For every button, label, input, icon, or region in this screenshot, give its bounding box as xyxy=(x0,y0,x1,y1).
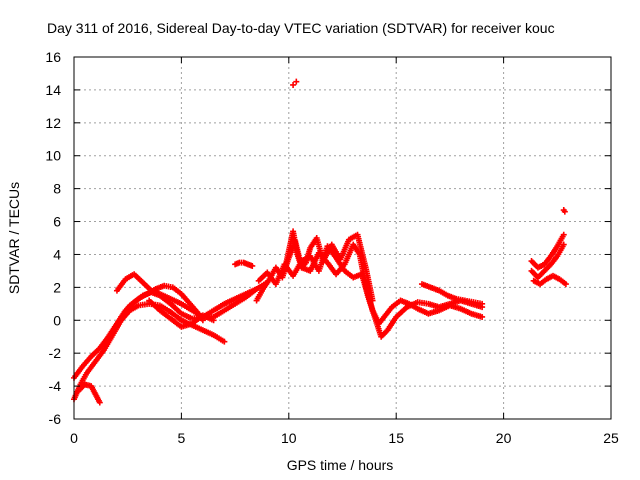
data-points xyxy=(71,78,569,406)
outlier-point xyxy=(293,78,300,85)
y-tick-label: 16 xyxy=(45,49,61,65)
y-tick-label: -4 xyxy=(49,378,62,394)
y-tick-label: 8 xyxy=(53,181,61,197)
chart-title: Day 311 of 2016, Sidereal Day-to-day VTE… xyxy=(47,20,555,36)
x-tick-label: 0 xyxy=(70,430,78,446)
x-axis-label: GPS time / hours xyxy=(287,457,394,473)
data-point xyxy=(479,313,486,320)
y-tick-label: 0 xyxy=(53,312,61,328)
y-tick-label: -6 xyxy=(49,411,62,427)
plot-border xyxy=(73,56,612,420)
outlier-point xyxy=(290,81,297,88)
data-point xyxy=(210,317,217,324)
x-tick-label: 15 xyxy=(388,430,404,446)
tick-marks xyxy=(73,56,612,420)
y-tick-label: 6 xyxy=(53,214,61,230)
grid-lines xyxy=(74,57,611,419)
data-point xyxy=(221,338,228,345)
data-point xyxy=(560,231,567,238)
data-point xyxy=(479,300,486,307)
x-tick-label: 20 xyxy=(496,430,512,446)
tick-labels: 0 5 10 15 20 25 -6 -4 -2 0 2 4 6 8 10 12 14 16 xyxy=(45,49,619,446)
outlier-point xyxy=(561,208,568,215)
y-tick-label: 10 xyxy=(45,148,61,164)
data-point xyxy=(369,297,376,304)
data-point xyxy=(562,281,569,288)
y-tick-label: 4 xyxy=(53,246,61,262)
y-tick-label: 2 xyxy=(53,279,61,295)
x-tick-label: 5 xyxy=(178,430,186,446)
y-axis-label: SDTVAR / TECUs xyxy=(6,182,22,294)
y-tick-label: 14 xyxy=(45,82,61,98)
y-tick-label: 12 xyxy=(45,115,61,131)
x-tick-label: 10 xyxy=(281,430,297,446)
y-tick-label: -2 xyxy=(49,345,62,361)
data-point xyxy=(249,262,256,269)
data-point xyxy=(96,399,103,406)
x-tick-label: 25 xyxy=(603,430,619,446)
data-point xyxy=(560,241,567,248)
